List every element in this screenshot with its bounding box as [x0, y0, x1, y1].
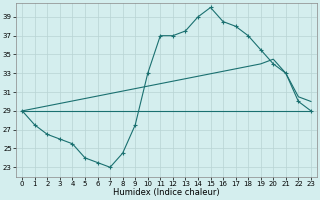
X-axis label: Humidex (Indice chaleur): Humidex (Indice chaleur)	[113, 188, 220, 197]
